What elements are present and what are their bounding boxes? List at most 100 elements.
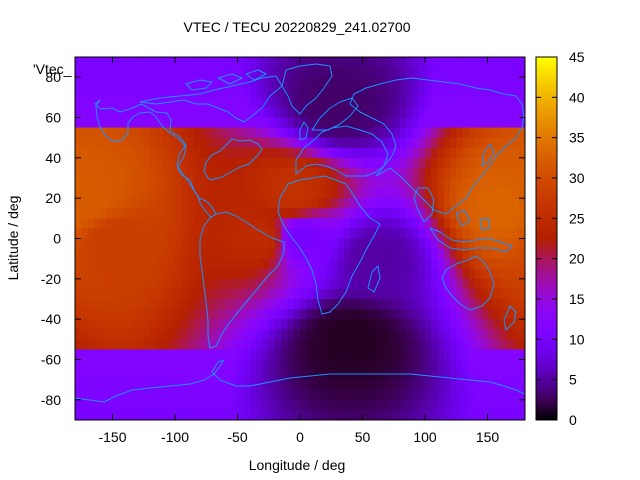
heatmap-cell [181,309,189,320]
heatmap-cell [181,77,189,88]
heatmap-cell [406,359,414,371]
heatmap-cell [118,359,126,371]
heatmap-cell [243,228,251,240]
heatmap-cell [368,117,376,129]
heatmap-cell [143,198,151,209]
heatmap-cell [400,409,407,420]
heatmap-cell [375,127,382,139]
heatmap-cell [131,137,139,149]
heatmap-cell [75,329,82,340]
heatmap-cell [375,178,382,189]
heatmap-cell [325,329,332,340]
heatmap-cell [218,379,226,391]
heatmap-cell [287,268,295,280]
heatmap-cell [143,87,151,98]
heatmap-cell [262,208,270,219]
heatmap-cell [243,107,251,119]
heatmap-cell [131,77,139,88]
heatmap-cell [512,137,520,149]
heatmap-cell [493,248,501,260]
heatmap-cell [125,228,132,240]
colorbar-tick-label: 30 [569,170,585,186]
heatmap-cell [462,409,470,420]
heatmap-cell [193,278,201,290]
heatmap-cell [356,157,364,169]
heatmap-cell [93,309,101,320]
heatmap-cell [337,268,345,280]
heatmap-cell [206,299,214,310]
heatmap-cell [318,157,326,169]
heatmap-cell [206,208,214,219]
heatmap-cell [175,278,182,290]
heatmap-cell [256,137,264,149]
heatmap-cell [400,188,407,199]
heatmap-cell [206,97,214,109]
heatmap-cell [81,117,89,129]
heatmap-cell [437,248,445,260]
heatmap-cell [431,359,439,371]
heatmap-cell [93,117,101,129]
heatmap-cell [281,399,289,411]
heatmap-cell [443,137,451,149]
heatmap-cell [100,117,107,129]
heatmap-cell [393,208,401,219]
heatmap-cell [250,127,257,139]
heatmap-cell [475,198,482,209]
heatmap-cell [475,137,482,149]
heatmap-cell [81,409,89,420]
heatmap-cell [137,379,145,391]
heatmap-cell [112,218,120,230]
heatmap-cell [256,278,264,290]
heatmap-cell [287,107,295,119]
heatmap-cell [518,167,525,179]
coastline-indonesia [429,209,513,253]
heatmap-cell [187,329,195,340]
heatmap-cell [343,369,351,381]
heatmap-cell [118,57,126,68]
heatmap-cell [237,218,245,230]
heatmap-cell [150,349,157,361]
heatmap-cell [281,208,289,219]
heatmap-cell [212,77,220,88]
heatmap-cell [381,248,389,260]
heatmap-cell [337,107,345,119]
heatmap-cell [375,258,382,270]
heatmap-cell [312,248,320,260]
heatmap-cell [456,218,464,230]
heatmap-cell [462,57,470,68]
heatmap-cell [187,349,195,361]
heatmap-cell [381,268,389,280]
heatmap-cell [312,349,320,361]
heatmap-cell [362,117,370,129]
heatmap-cell [81,218,89,230]
heatmap-cell [450,329,457,340]
heatmap-cell [168,329,176,340]
heatmap-cell [375,208,382,219]
heatmap-cell [118,329,126,340]
heatmap-cell [356,178,364,189]
heatmap-cell [150,87,157,98]
heatmap-cell [281,409,289,420]
heatmap-cell [318,238,326,250]
heatmap-cell [93,167,101,179]
heatmap-cell [106,268,114,280]
heatmap-cell [87,299,95,310]
heatmap-cell [87,147,95,159]
heatmap-cell [381,188,389,199]
heatmap-cell [168,248,176,260]
heatmap-cell [493,339,501,351]
heatmap-cell [237,127,245,139]
heatmap-cell [243,379,251,391]
heatmap-cell [406,198,414,209]
heatmap-cell [175,359,182,371]
heatmap-cell [287,77,295,88]
heatmap-cell [106,389,114,401]
heatmap-cell [181,248,189,260]
coastline-north-america [94,99,217,218]
heatmap-cell [200,258,207,270]
heatmap-cell [250,399,257,411]
heatmap-cell [431,379,439,391]
heatmap-cell [225,268,232,280]
heatmap-cell [343,258,351,270]
heatmap-cell [368,157,376,169]
